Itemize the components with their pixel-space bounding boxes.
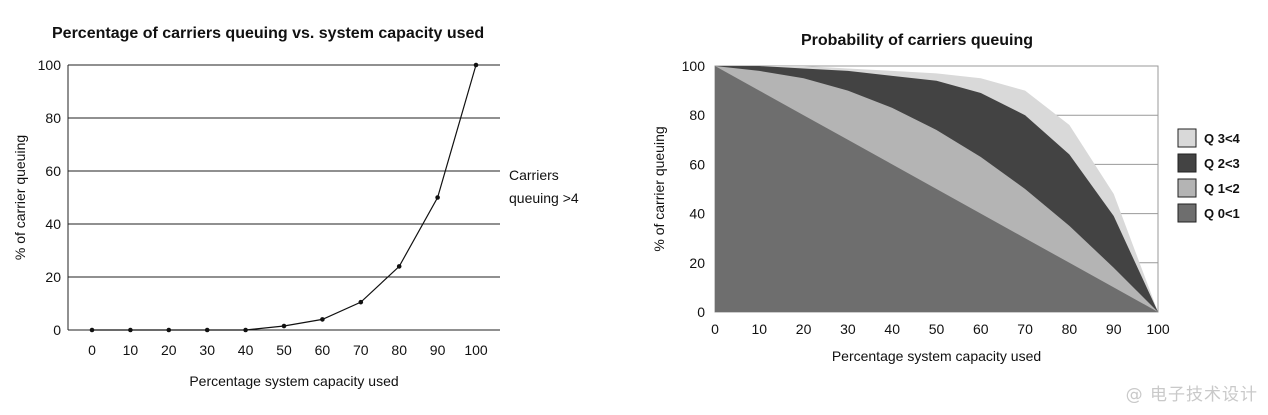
x-axis-label: Percentage system capacity used [189, 373, 398, 389]
data-point [128, 327, 133, 333]
series-line [92, 64, 477, 331]
x-tick-label: 40 [884, 321, 900, 337]
y-tick-label: 0 [697, 304, 705, 320]
x-tick-label: 60 [973, 321, 989, 337]
y-tick-label: 80 [45, 110, 61, 126]
y-tick-label: 0 [53, 322, 61, 338]
data-point [396, 264, 402, 269]
x-axis-label: Percentage system capacity used [832, 348, 1041, 364]
x-tick-label: 30 [840, 321, 856, 337]
y-tick-label: 40 [45, 216, 61, 232]
legend-label: Q 2<3 [1204, 156, 1240, 171]
x-tick-label: 10 [752, 321, 768, 337]
x-tick-label: 50 [929, 321, 945, 337]
x-tick-label: 40 [238, 342, 254, 358]
x-tick-label: 10 [123, 342, 139, 358]
x-tick-label: 100 [464, 342, 488, 358]
y-axis-label: % of carrier queuing [12, 135, 28, 260]
legend-swatch [1177, 153, 1197, 173]
x-tick-label: 80 [391, 342, 407, 358]
y-tick-label: 60 [45, 163, 61, 179]
x-tick-label: 80 [1062, 321, 1078, 337]
watermark: @ 电子技术设计 [1125, 385, 1258, 405]
legend-label: Q 3<4 [1204, 131, 1241, 146]
x-tick-label: 20 [796, 321, 812, 337]
data-point [166, 327, 172, 333]
y-tick-label: 80 [689, 107, 705, 123]
y-tick-label: 100 [682, 58, 706, 74]
y-tick-label: 20 [689, 255, 705, 271]
legend-swatch [1177, 203, 1197, 223]
area-chart-svg: Probability of carriers queuing 0 20 40 60 80… [651, 32, 1241, 364]
x-tick-label: 60 [315, 342, 331, 358]
legend-label: Q 0<1 [1204, 206, 1240, 221]
data-point [243, 327, 248, 333]
x-tick-label: 20 [161, 342, 177, 358]
queuing-vs-capacity-chart: Percentage of carriers queuing vs. syste… [0, 0, 620, 415]
line-chart-svg: Percentage of carriers queuing vs. syste… [12, 25, 579, 389]
y-tick-label: 40 [689, 206, 705, 222]
data-point [358, 299, 364, 305]
x-tick-label: 50 [276, 342, 292, 358]
data-point [89, 327, 95, 333]
x-tick-label: 70 [1017, 321, 1033, 337]
x-tick-label: 90 [1106, 321, 1122, 337]
x-tick-label: 100 [1146, 321, 1170, 337]
x-tick-label: 0 [711, 321, 719, 337]
data-point [435, 195, 440, 200]
annotation-line-1: Carriers [509, 167, 559, 183]
probability-of-queuing-chart: Probability of carriers queuing 0 20 40 60 80… [620, 0, 1268, 415]
chart-title: Percentage of carriers queuing vs. syste… [52, 25, 484, 42]
y-tick-label: 20 [45, 269, 61, 285]
legend-label: Q 1<2 [1204, 181, 1240, 196]
y-tick-label: 60 [689, 156, 705, 172]
data-point [473, 62, 479, 68]
chart-title: Probability of carriers queuing [801, 32, 1033, 49]
annotation-line-2: queuing >4 [509, 190, 579, 206]
data-point [320, 317, 325, 322]
data-point [204, 327, 210, 333]
x-tick-label: 30 [199, 342, 215, 358]
x-tick-label: 70 [353, 342, 369, 358]
x-tick-label: 90 [430, 342, 446, 358]
area-q-0-1 [715, 66, 1158, 312]
data-point [281, 323, 287, 329]
y-axis-label: % of carrier queuing [651, 126, 667, 251]
legend-swatch [1177, 178, 1197, 198]
legend-swatch [1177, 128, 1197, 148]
x-tick-label: 0 [88, 342, 96, 358]
y-tick-label: 100 [38, 57, 62, 73]
